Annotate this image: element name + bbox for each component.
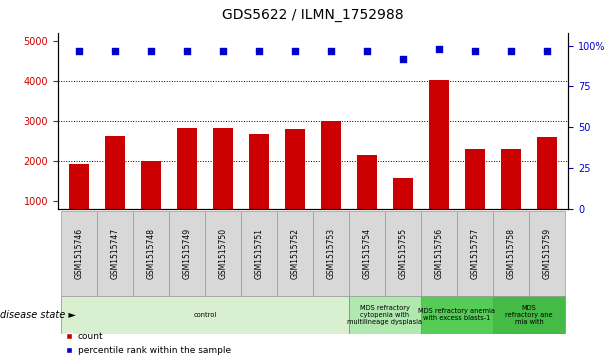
Bar	[501, 149, 521, 241]
Point	[290, 48, 300, 53]
Point	[434, 46, 444, 52]
Text: GSM1515759: GSM1515759	[542, 228, 551, 279]
Point	[326, 48, 336, 53]
Bar	[493, 296, 565, 334]
Bar	[349, 296, 421, 334]
Point	[470, 48, 480, 53]
Bar	[429, 80, 449, 241]
Point	[254, 48, 264, 53]
Bar	[421, 211, 457, 296]
Point	[218, 48, 228, 53]
Point	[147, 48, 156, 53]
Point	[182, 48, 192, 53]
Bar	[393, 178, 413, 241]
Bar	[69, 164, 89, 241]
Bar	[529, 211, 565, 296]
Bar	[133, 211, 169, 296]
Text: GSM1515757: GSM1515757	[471, 228, 480, 279]
Bar	[385, 211, 421, 296]
Legend: count, percentile rank within the sample: count, percentile rank within the sample	[62, 329, 234, 359]
Text: GSM1515753: GSM1515753	[326, 228, 336, 279]
Bar	[349, 211, 385, 296]
Bar	[61, 211, 97, 296]
Text: GSM1515755: GSM1515755	[398, 228, 407, 279]
Text: GSM1515756: GSM1515756	[435, 228, 443, 279]
Text: GSM1515758: GSM1515758	[506, 228, 516, 279]
Bar	[465, 149, 485, 241]
Text: GSM1515749: GSM1515749	[183, 228, 192, 279]
Text: MDS refractory
cytopenia with
multilineage dysplasia: MDS refractory cytopenia with multilinea…	[348, 305, 423, 325]
Bar	[285, 129, 305, 241]
Point	[542, 48, 552, 53]
Bar	[241, 211, 277, 296]
Point	[506, 48, 516, 53]
Bar	[249, 134, 269, 241]
Point	[362, 48, 372, 53]
Bar	[142, 161, 161, 241]
Bar	[169, 211, 206, 296]
Text: GDS5622 / ILMN_1752988: GDS5622 / ILMN_1752988	[223, 8, 404, 22]
Bar	[105, 136, 125, 241]
Text: GSM1515750: GSM1515750	[219, 228, 228, 279]
Text: GSM1515754: GSM1515754	[362, 228, 371, 279]
Bar	[178, 128, 197, 241]
Bar	[313, 211, 349, 296]
Bar	[97, 211, 133, 296]
Bar	[457, 211, 493, 296]
Bar	[321, 121, 341, 241]
Bar	[421, 296, 493, 334]
Bar	[277, 211, 313, 296]
Point	[111, 48, 120, 53]
Text: GSM1515746: GSM1515746	[75, 228, 84, 279]
Text: control: control	[193, 312, 217, 318]
Point	[398, 56, 408, 62]
Bar	[206, 211, 241, 296]
Text: MDS
refractory ane
mia with: MDS refractory ane mia with	[505, 305, 553, 325]
Bar	[493, 211, 529, 296]
Text: GSM1515747: GSM1515747	[111, 228, 120, 279]
Text: GSM1515752: GSM1515752	[291, 228, 300, 279]
Bar	[357, 155, 377, 241]
Text: disease state ►: disease state ►	[0, 310, 76, 320]
Point	[74, 48, 84, 53]
Text: GSM1515748: GSM1515748	[147, 228, 156, 279]
Bar	[61, 296, 349, 334]
Text: MDS refractory anemia
with excess blasts-1: MDS refractory anemia with excess blasts…	[418, 309, 496, 321]
Bar	[537, 137, 557, 241]
Text: GSM1515751: GSM1515751	[255, 228, 264, 279]
Bar	[213, 128, 233, 241]
